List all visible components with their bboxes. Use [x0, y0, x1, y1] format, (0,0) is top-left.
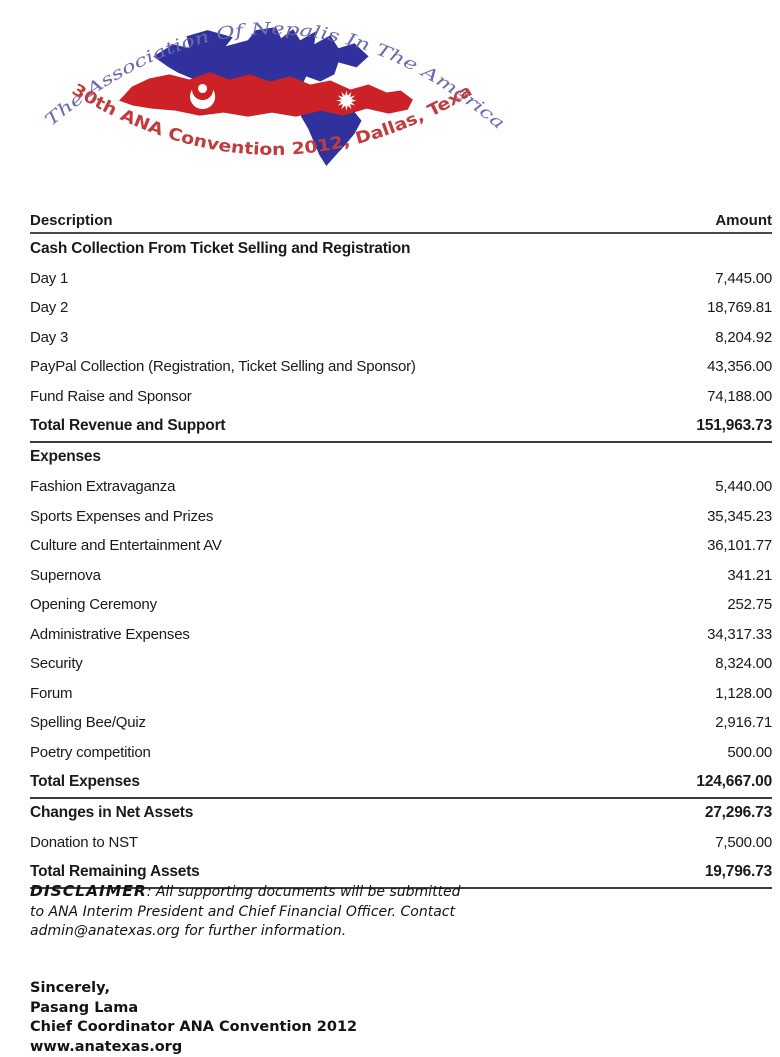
nepal-map [119, 72, 413, 117]
table-row-culture-entertainment: Culture and Entertainment AV 36,101.77 [30, 537, 772, 555]
signature-website: www.anatexas.org [30, 1038, 183, 1055]
disclaimer-text: DISCLAIMER: All supporting documents wil… [30, 882, 472, 942]
table-row-cash-collection-section: Cash Collection From Ticket Selling and … [30, 239, 411, 257]
table-row-supernova: Supernova 341.21 [30, 566, 772, 584]
north-america-map [153, 27, 369, 110]
table-row-day-2: Day 2 18,769.81 [30, 299, 772, 317]
signature-title: Chief Coordinator ANA Convention 2012 [30, 1019, 358, 1035]
table-row-sports-expenses: Sports Expenses and Prizes 35,345.23 [30, 507, 772, 525]
sun-symbol [336, 90, 357, 111]
table-row-changes-net-assets: Changes in Net Assets 27,296.73 [30, 804, 772, 822]
table-row-expenses-section: Expenses [30, 448, 101, 466]
table-row-forum: Forum 1,128.00 [30, 684, 772, 702]
disclaimer-body: : All supporting documents will be submi… [30, 884, 461, 939]
table-row-donation-nst: Donation to NST 7,500.00 [30, 834, 772, 852]
table-row-opening-ceremony: Opening Ceremony 252.75 [30, 596, 772, 614]
table-row-total-remaining-assets: Total Remaining Assets 19,796.73 [30, 858, 772, 889]
table-row-spelling-bee: Spelling Bee/Quiz 2,916.71 [30, 714, 772, 732]
signature-name: Pasang Lama [30, 999, 139, 1016]
signature-closing: Sincerely, [30, 980, 110, 996]
moon-symbol [190, 78, 216, 110]
disclaimer-label: DISCLAIMER [30, 882, 147, 900]
table-row-security: Security 8,324.00 [30, 655, 772, 673]
ana-logo-graphic: The Association Of Nepalis In The Americ… [31, 0, 509, 166]
table-row-day-1: Day 1 7,445.00 [30, 269, 772, 287]
south-america-map [300, 99, 362, 166]
table-header: Description Amount [30, 202, 772, 234]
table-row-poetry-competition: Poetry competition 500.00 [30, 743, 772, 761]
ana-convention-logo: The Association Of Nepalis In The Americ… [31, 0, 510, 170]
table-row-administrative-expenses: Administrative Expenses 34,317.33 [30, 625, 772, 643]
table-row-fashion-extravaganza: Fashion Extravaganza 5,440.00 [30, 478, 772, 496]
signature-block: Sincerely, Pasang Lama Chief Coordinator… [30, 979, 357, 1057]
table-row-total-expenses: Total Expenses 124,667.00 [30, 767, 772, 799]
financial-table: Description Amount Cash Collection From … [30, 202, 772, 889]
table-row-fund-raise: Fund Raise and Sponsor 74,188.00 [30, 387, 772, 405]
table-row-total-revenue: Total Revenue and Support 151,963.73 [30, 411, 772, 443]
column-header-amount: Amount [715, 212, 772, 229]
table-row-paypal-collection: PayPal Collection (Registration, Ticket … [30, 358, 772, 376]
table-row-day-3: Day 3 8,204.92 [30, 328, 772, 346]
column-header-description: Description [30, 212, 113, 229]
